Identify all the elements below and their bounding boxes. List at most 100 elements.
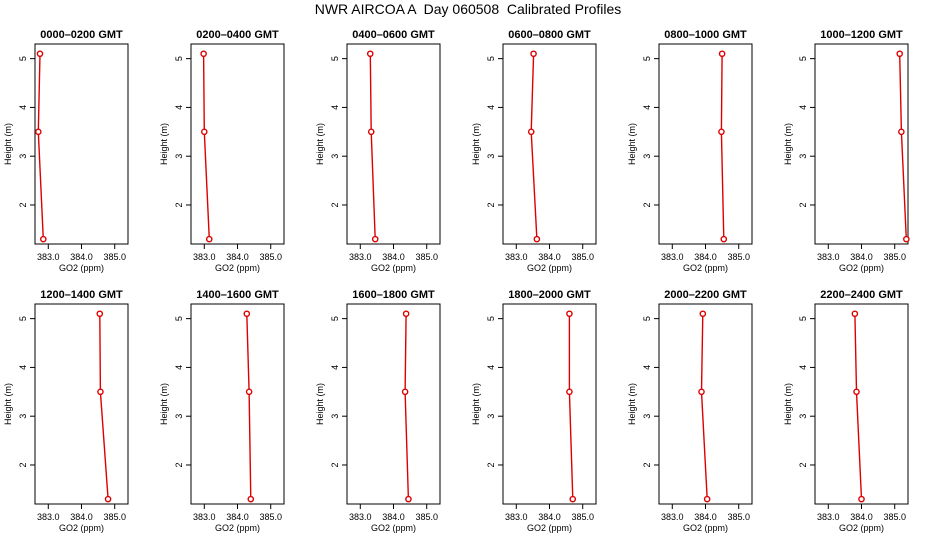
data-point [853, 388, 860, 396]
profile-panel: 0000–0200 GMT 383.0 384.0 385.0 2 3 4 5 GO2 (ppm… [3, 29, 129, 273]
x-tick-label: 384.0 [226, 512, 249, 522]
x-axis-label: GO2 (ppm) [839, 523, 884, 533]
plot-frame [346, 303, 441, 505]
data-point [366, 50, 374, 58]
y-tick-label: 5 [174, 56, 184, 61]
x-tick-label: 385.0 [259, 252, 282, 262]
x-tick-label: 383.0 [505, 512, 528, 522]
data-point [699, 310, 707, 318]
x-tick-label: 383.0 [37, 252, 60, 262]
y-tick-label: 2 [18, 202, 28, 207]
data-point [530, 50, 537, 58]
panel-title: 1600–1800 GMT [352, 289, 435, 301]
panel-title: 1000–1200 GMT [820, 29, 903, 41]
y-tick-label: 5 [642, 56, 652, 61]
data-point [903, 235, 910, 243]
y-tick-label: 2 [174, 202, 184, 207]
profile-line [99, 313, 109, 500]
plot-frame [346, 43, 441, 245]
y-tick-label: 3 [486, 154, 496, 159]
profile-line [854, 313, 863, 500]
y-tick-label: 2 [486, 202, 496, 207]
y-tick-label: 5 [798, 56, 808, 61]
x-tick-label: 384.0 [382, 252, 405, 262]
profile-panel: 1200–1400 GMT 383.0 384.0 385.0 2 3 4 5 GO2 (ppm… [3, 289, 129, 533]
data-point [36, 50, 44, 58]
x-axis-label: GO2 (ppm) [59, 523, 104, 533]
panel-title: 0600–0800 GMT [508, 29, 591, 41]
data-point [533, 235, 541, 243]
plot-frame [502, 303, 597, 505]
x-tick-label: 384.0 [538, 252, 561, 262]
x-axis-label: GO2 (ppm) [59, 263, 104, 273]
y-tick-label: 4 [18, 365, 28, 370]
x-axis-label: GO2 (ppm) [371, 523, 416, 533]
y-axis-label: Height (m) [471, 383, 481, 425]
x-tick-label: 383.0 [37, 512, 60, 522]
panel-title: 0200–0400 GMT [196, 29, 279, 41]
profile-line [720, 53, 725, 240]
profile-panel: 1800–2000 GMT 383.0 384.0 385.0 2 3 4 5 GO2 (ppm… [471, 289, 597, 533]
data-point [200, 50, 207, 58]
y-tick-label: 4 [330, 365, 340, 370]
profile-line [530, 53, 538, 240]
y-tick-label: 2 [798, 202, 808, 207]
y-tick-label: 5 [642, 316, 652, 321]
y-axis-label: Height (m) [3, 123, 13, 165]
panel-title: 0800–1000 GMT [664, 29, 747, 41]
x-axis-label: GO2 (ppm) [527, 523, 572, 533]
data-point [97, 388, 104, 396]
plot-frame [814, 43, 909, 245]
plot-frame [814, 303, 909, 505]
x-tick-label: 385.0 [103, 252, 126, 262]
x-tick-label: 385.0 [571, 252, 594, 262]
panel-title: 1800–2000 GMT [508, 289, 591, 301]
y-tick-label: 2 [174, 462, 184, 467]
data-point [245, 388, 253, 396]
data-point [401, 388, 409, 396]
x-tick-label: 383.0 [817, 252, 840, 262]
x-tick-label: 384.0 [850, 512, 873, 522]
plot-frame [34, 303, 129, 505]
x-axis-label: GO2 (ppm) [371, 263, 416, 273]
data-point [566, 310, 573, 318]
x-axis-label: GO2 (ppm) [215, 263, 260, 273]
profile-panel: 0800–1000 GMT 383.0 384.0 385.0 2 3 4 5 GO2 (ppm… [627, 29, 753, 273]
x-axis-label: GO2 (ppm) [683, 263, 728, 273]
x-tick-label: 383.0 [193, 252, 216, 262]
profile-panel: 1600–1800 GMT 383.0 384.0 385.0 2 3 4 5 GO2 (ppm… [315, 289, 441, 533]
data-point [698, 388, 705, 396]
data-point [104, 495, 112, 503]
x-tick-label: 383.0 [349, 252, 372, 262]
data-point [898, 128, 905, 136]
y-tick-label: 4 [486, 365, 496, 370]
data-point [851, 310, 859, 318]
y-axis-label: Height (m) [315, 383, 325, 425]
x-tick-label: 384.0 [850, 252, 873, 262]
x-tick-label: 385.0 [571, 512, 594, 522]
profile-panel: 0400–0600 GMT 383.0 384.0 385.0 2 3 4 5 GO2 (ppm… [315, 29, 441, 273]
x-tick-label: 384.0 [538, 512, 561, 522]
y-tick-label: 3 [798, 154, 808, 159]
panel-title: 1200–1400 GMT [40, 289, 123, 301]
profile-line [404, 313, 410, 500]
data-point [205, 235, 213, 243]
y-tick-label: 2 [486, 462, 496, 467]
y-tick-label: 3 [18, 414, 28, 419]
y-tick-label: 4 [642, 365, 652, 370]
y-axis-label: Height (m) [159, 123, 169, 165]
x-axis-label: GO2 (ppm) [839, 263, 884, 273]
data-point [858, 495, 865, 503]
profile-line [899, 53, 907, 240]
data-point [718, 128, 725, 136]
data-point [703, 495, 711, 503]
y-tick-label: 2 [798, 462, 808, 467]
y-tick-label: 4 [798, 365, 808, 370]
page-title: NWR AIRCOA A Day 060508 Calibrated Profi… [314, 1, 622, 17]
x-tick-label: 383.0 [193, 512, 216, 522]
x-tick-label: 385.0 [415, 252, 438, 262]
x-tick-label: 383.0 [349, 512, 372, 522]
data-point [896, 50, 903, 58]
y-tick-label: 3 [174, 154, 184, 159]
